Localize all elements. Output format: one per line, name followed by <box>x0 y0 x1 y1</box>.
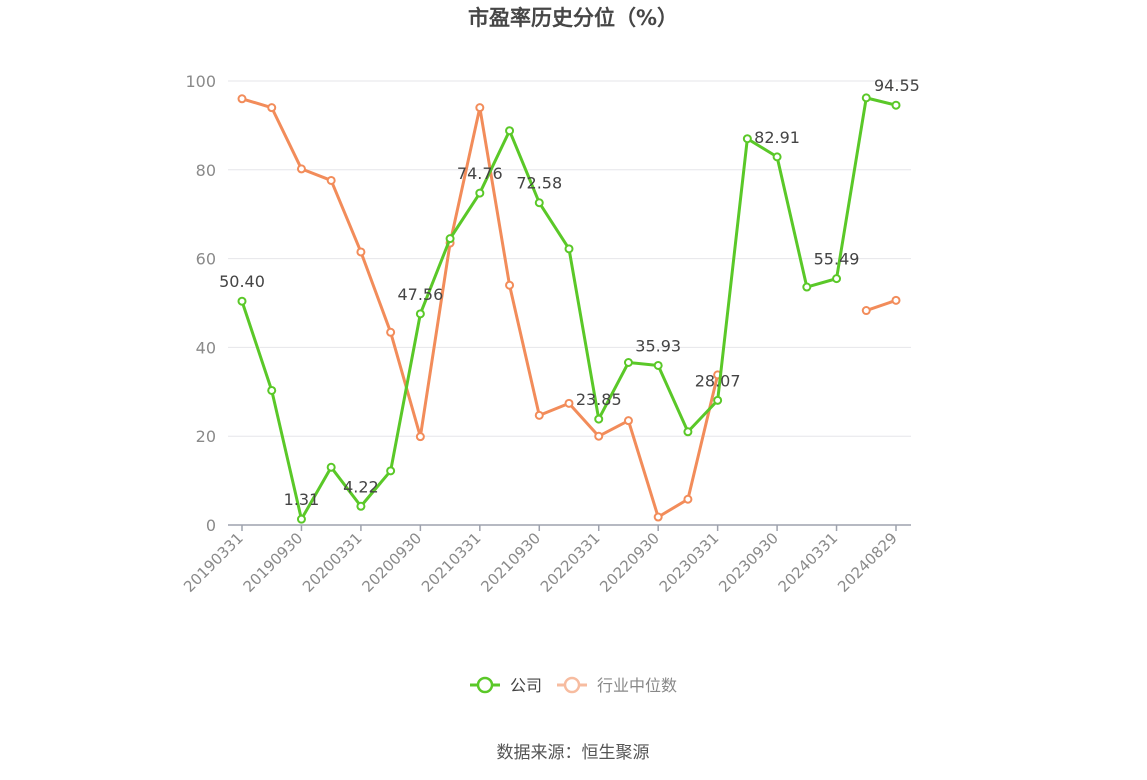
legend-label: 行业中位数 <box>597 676 677 695</box>
x-tick-label: 20240331 <box>775 529 842 596</box>
legend-label: 公司 <box>510 676 542 695</box>
data-point <box>683 494 693 504</box>
y-tick-label: 80 <box>196 161 216 180</box>
x-tick-label: 20210930 <box>477 529 544 596</box>
chart-title: 市盈率历史分位（%） <box>468 6 678 30</box>
data-point <box>564 398 574 408</box>
data-point <box>386 327 396 337</box>
y-tick-label: 0 <box>206 516 216 535</box>
legend-marker <box>563 676 581 694</box>
data-point <box>623 416 633 426</box>
x-tick-label: 20190930 <box>240 529 307 596</box>
data-point <box>326 462 336 472</box>
y-tick-label: 100 <box>185 72 216 91</box>
y-tick-label: 60 <box>196 250 216 269</box>
data-point <box>505 126 515 136</box>
x-tick-label: 20220930 <box>596 529 663 596</box>
data-point <box>802 282 812 292</box>
data-point <box>475 188 485 198</box>
data-point <box>742 134 752 144</box>
x-tick-label: 20220331 <box>537 529 604 596</box>
data-label: 35.93 <box>635 336 681 355</box>
data-point <box>445 234 455 244</box>
x-tick-label: 20200930 <box>358 529 425 596</box>
data-label: 23.85 <box>576 390 622 409</box>
data-point <box>594 414 604 424</box>
legend-item[interactable]: 行业中位数 <box>557 676 677 695</box>
data-point <box>296 514 306 524</box>
data-point <box>534 198 544 208</box>
legend: 公司 行业中位数 <box>470 676 677 695</box>
data-point <box>356 247 366 257</box>
x-tick-label: 20210331 <box>418 529 485 596</box>
data-point <box>891 100 901 110</box>
data-label: 4.22 <box>343 477 379 496</box>
data-point <box>237 296 247 306</box>
data-label: 50.40 <box>219 272 265 291</box>
data-point <box>475 103 485 113</box>
data-point <box>505 280 515 290</box>
data-point <box>861 306 871 316</box>
data-point <box>356 501 366 511</box>
series-line <box>240 96 898 521</box>
legend-item[interactable]: 公司 <box>470 676 542 695</box>
data-point <box>386 466 396 476</box>
series-line <box>240 97 898 519</box>
data-labels: 50.40 1.31 4.22 47.56 74.76 72.58 23.85 35.93 28… <box>219 76 920 509</box>
y-tick-label: 20 <box>196 427 216 446</box>
data-point <box>861 93 871 103</box>
source-note: 数据来源：恒生聚源 <box>497 743 650 763</box>
legend-marker <box>476 676 494 694</box>
data-point <box>891 295 901 305</box>
data-point <box>296 164 306 174</box>
series-1 <box>237 94 901 522</box>
data-point <box>683 427 693 437</box>
data-point <box>653 360 663 370</box>
data-label: 55.49 <box>814 250 860 269</box>
series-0 <box>237 93 901 524</box>
x-tick-label: 20200331 <box>299 529 366 596</box>
data-point <box>832 274 842 284</box>
x-tick-label: 20230930 <box>715 529 782 596</box>
data-point <box>326 175 336 185</box>
data-point <box>564 244 574 254</box>
data-label: 72.58 <box>516 174 562 193</box>
x-tick-label: 20230331 <box>656 529 723 596</box>
data-label: 94.55 <box>874 76 920 95</box>
data-label: 28.07 <box>695 371 741 390</box>
data-point <box>623 357 633 367</box>
series-lines <box>237 93 901 524</box>
data-point <box>653 512 663 522</box>
data-label: 47.56 <box>397 285 443 304</box>
data-point <box>713 395 723 405</box>
data-point <box>237 94 247 104</box>
data-label: 1.31 <box>284 490 320 509</box>
axes: 0 20 40 60 80 100 2019033120190930202003312020… <box>180 72 911 596</box>
data-label: 74.76 <box>457 164 503 183</box>
data-point <box>534 410 544 420</box>
x-tick-label: 20190331 <box>180 529 247 596</box>
data-point <box>415 309 425 319</box>
y-tick-label: 40 <box>196 338 216 357</box>
data-point <box>267 385 277 395</box>
data-point <box>772 152 782 162</box>
data-point <box>594 431 604 441</box>
data-point <box>415 432 425 442</box>
data-point <box>267 103 277 113</box>
x-tick-label: 20240829 <box>834 529 901 596</box>
data-label: 82.91 <box>754 128 800 147</box>
